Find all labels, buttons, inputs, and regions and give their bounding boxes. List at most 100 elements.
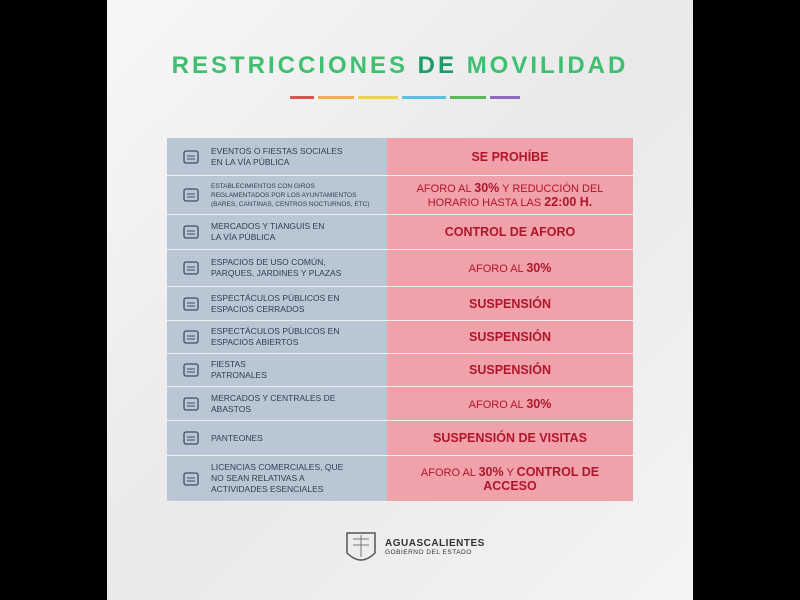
right-text: SUSPENSIÓN DE VISITAS: [433, 431, 587, 445]
icon: [183, 363, 199, 377]
right-segment: SUSPENSIÓN: [469, 363, 551, 377]
right-text: SUSPENSIÓN: [469, 363, 551, 377]
left-cell: EVENTOS O FIESTAS SOCIALES EN LA VÍA PÚBL…: [167, 138, 387, 175]
left-cell: FIESTAS PATRONALES: [167, 354, 387, 386]
icon-shape: [183, 471, 199, 486]
row: MERCADOS Y CENTRALES DE ABASTOS AFORO AL 3…: [167, 387, 633, 421]
right-segment: SUSPENSIÓN: [469, 330, 551, 344]
left-line: NO SEAN RELATIVAS A: [211, 473, 305, 483]
left-line: ESPACIOS ABIERTOS: [211, 337, 299, 347]
left-cell: ESPECTÁCULOS PÚBLICOS EN ESPACIOS CERRADO…: [167, 287, 387, 320]
right-segment: AFORO AL: [416, 183, 475, 195]
icon-shape: [187, 436, 195, 441]
left-line: EN LA VÍA PÚBLICA: [211, 156, 290, 167]
icon-shape: [183, 431, 199, 445]
row: ESPECTÁCULOS PÚBLICOS EN ESPACIOS ABIERTO…: [167, 321, 633, 354]
left-text: EVENTOS O FIESTAS SOCIALES EN LA VÍA PÚBL…: [211, 146, 342, 168]
icon: [183, 225, 199, 239]
left-text: ESPECTÁCULOS PÚBLICOS EN ESPACIOS CERRADO…: [211, 293, 339, 315]
row: PANTEONES SUSPENSIÓN DE VISITAS: [167, 421, 633, 456]
left-cell: MERCADOS Y CENTRALES DE ABASTOS: [167, 387, 387, 420]
left-line: ABASTOS: [211, 403, 251, 414]
left-cell: ESTABLECIMIENTOS CON GIROS REGLAMENTADOS …: [167, 176, 387, 214]
right-text: CONTROL DE AFORO: [445, 225, 576, 239]
title-part: RESTRICCIONES: [171, 52, 408, 79]
right-cell: AFORO AL 30% Y REDUCCIÓN DEL HORARIO HAS…: [387, 176, 633, 214]
left-text: FIESTAS PATRONALES: [211, 359, 267, 381]
left-line: MERCADOS Y CENTRALES DE: [211, 392, 336, 403]
left-line: ESPACIOS CERRADOS: [211, 303, 305, 314]
icon-shape: [187, 335, 195, 340]
right-segment: 30%: [526, 396, 552, 411]
row: ESPECTÁCULOS PÚBLICOS EN ESPACIOS CERRADO…: [167, 287, 633, 321]
left-cell: ESPACIOS DE USO COMÚN, PARQUES, JARDINES …: [167, 250, 387, 286]
right-text: AFORO AL 30% Y CONTROL DE ACCESO: [401, 465, 619, 493]
left-text: PANTEONES: [211, 433, 263, 444]
logo: [346, 532, 376, 561]
right-text: AFORO AL 30% Y REDUCCIÓN DEL HORARIO HAS…: [401, 181, 619, 209]
row: EVENTOS O FIESTAS SOCIALES EN LA VÍA PÚBL…: [167, 138, 633, 176]
right-segment: SE PROHÍBE: [471, 149, 549, 164]
icon: [183, 261, 199, 275]
icon: [183, 396, 199, 411]
left-line: PATRONALES: [211, 370, 267, 380]
left-cell: ESPECTÁCULOS PÚBLICOS EN ESPACIOS ABIERTO…: [167, 321, 387, 353]
icon-shape: [183, 296, 199, 311]
icon: [183, 431, 199, 445]
icon-shape: [187, 477, 195, 481]
left-text: ESTABLECIMIENTOS CON GIROS REGLAMENTADOS …: [211, 182, 370, 209]
right-segment: Y REDUCCIÓN DEL HORARIO HASTA LAS: [427, 183, 607, 209]
left-line: EVENTOS O FIESTAS SOCIALES: [211, 145, 343, 156]
footer-name: AGUASCALIENTES: [385, 538, 485, 549]
right-cell: AFORO AL 30%: [387, 250, 633, 286]
icon: [183, 471, 199, 486]
right-cell: CONTROL DE AFORO: [387, 215, 633, 249]
left-line: (BARES, CANTINAS, CENTROS NOCTURNOS, ETC…: [211, 200, 370, 208]
right-segment: AFORO AL: [420, 466, 479, 479]
right-cell: SUSPENSIÓN: [387, 321, 633, 353]
icon-shape: [183, 330, 199, 344]
right-segment: Y: [503, 466, 517, 479]
icon-shape: [187, 402, 195, 406]
right-text: AFORO AL 30%: [469, 397, 552, 411]
left-text: MERCADOS Y TIANGUIS EN LA VÍA PÚBLICA: [211, 221, 324, 243]
icon-shape: [183, 363, 199, 377]
left-line: LICENCIAS COMERCIALES, QUE: [211, 462, 344, 472]
right-segment: 30%: [526, 261, 552, 275]
icon-shape: [187, 368, 195, 373]
right-segment: AFORO AL: [468, 398, 527, 411]
title: RESTRICCIONES DE MOVILIDAD: [107, 52, 693, 80]
left-line: ESTABLECIMIENTOS CON GIROS: [211, 182, 315, 190]
icon-shape: [183, 261, 199, 275]
icon-shape: [187, 266, 195, 271]
left-line: MERCADOS Y TIANGUIS EN: [211, 221, 325, 231]
right-cell: SE PROHÍBE: [387, 138, 633, 175]
footer-subtitle: GOBIERNO DEL ESTADO: [385, 549, 472, 556]
table: EVENTOS O FIESTAS SOCIALES EN LA VÍA PÚBL…: [167, 138, 633, 502]
right-cell: SUSPENSIÓN DE VISITAS: [387, 421, 633, 455]
left-line: ESPECTÁCULOS PÚBLICOS EN: [211, 292, 340, 303]
icon-shape: [187, 230, 195, 235]
right-cell: SUSPENSIÓN: [387, 354, 633, 386]
left-line: PANTEONES: [211, 432, 263, 443]
right-segment: 30%: [478, 464, 504, 479]
row: LICENCIAS COMERCIALES, QUE NO SEAN RELATI…: [167, 456, 633, 502]
right-segment: SUSPENSIÓN DE VISITAS: [433, 431, 587, 445]
right-segment: 22:00 H.: [544, 195, 593, 209]
row: FIESTAS PATRONALES SUSPENSIÓN: [167, 354, 633, 387]
right-segment: SUSPENSIÓN: [469, 296, 551, 311]
left-text: MERCADOS Y CENTRALES DE ABASTOS: [211, 393, 335, 415]
right-cell: SUSPENSIÓN: [387, 287, 633, 320]
icon: [183, 188, 199, 202]
left-cell: PANTEONES: [167, 421, 387, 455]
right-segment: CONTROL DE ACCESO: [483, 464, 603, 493]
title-part: MOVILIDAD: [466, 52, 629, 79]
footer: AGUASCALIENTES GOBIERNO DEL ESTADO: [343, 527, 485, 567]
right-text: SUSPENSIÓN: [469, 297, 551, 311]
icon: [183, 149, 199, 164]
right-segment: AFORO AL: [468, 263, 527, 275]
right-text: SUSPENSIÓN: [469, 330, 551, 344]
icon-shape: [187, 193, 195, 198]
right-cell: AFORO AL 30%: [387, 387, 633, 420]
